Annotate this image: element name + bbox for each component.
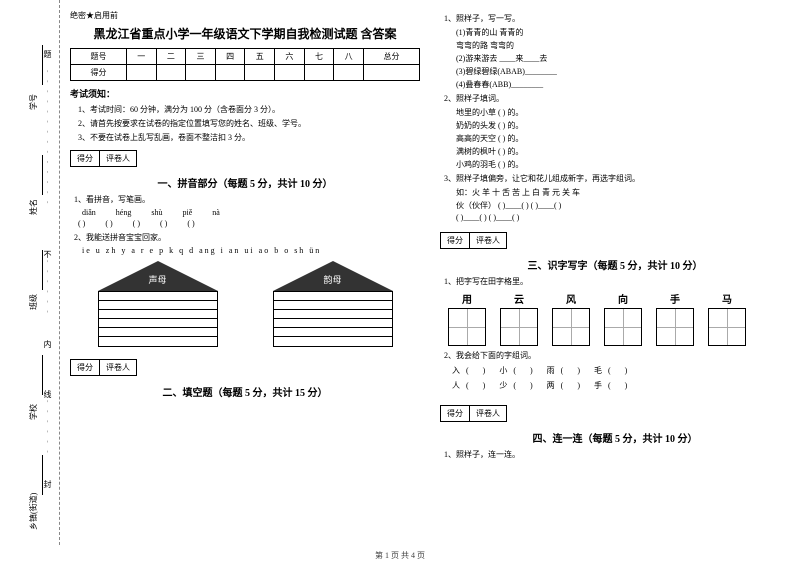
fill-line: 伙（伙伴） ( )____( ) ( )____( ): [456, 200, 790, 211]
question-3-2: 2、我会给下面的字组词。: [440, 350, 790, 361]
fill-item: 弯弯的路 弯弯的: [456, 40, 790, 51]
score-input-box-3: 得分 评卷人: [440, 232, 507, 249]
binding-field-school: 学校: [28, 404, 39, 420]
section-title-2: 二、填空题（每题 5 分，共计 15 分）: [70, 384, 420, 399]
binding-margin: 乡镇(街道) 学校 班级 姓名 学号 封 线 内 不 题 - - - - - -…: [0, 0, 60, 545]
score-input-box-2: 得分 评卷人: [70, 359, 137, 376]
left-column: 绝密★启用前 黑龙江省重点小学一年级语文下学期自我检测试题 含答案 题号 一 二…: [70, 10, 420, 463]
fill-item: 小鸡的羽毛 ( ) 的。: [456, 159, 790, 170]
combo-row-2: 人( ) 少( ) 两( ) 手( ): [452, 380, 790, 391]
score-table: 题号 一 二 三 四 五 六 七 八 总分 得分: [70, 48, 420, 81]
letter-row: ie u zh y a r e p k q d ang i an ui ao b…: [82, 246, 420, 255]
pinyin-row: diǎn héng shù piě nà: [82, 208, 420, 217]
house-container: 声母 韵母: [70, 261, 420, 347]
score-label: 得分: [71, 151, 100, 166]
tianzi-grid: [500, 308, 538, 346]
page-footer: 第 1 页 共 4 页: [0, 550, 800, 561]
content-area: 绝密★启用前 黑龙江省重点小学一年级语文下学期自我检测试题 含答案 题号 一 二…: [70, 10, 790, 463]
fill-example: 如：火 羊 十 舌 苦 上 白 青 元 关 车: [456, 187, 790, 198]
instruction-item: 1、考试时间：60 分钟，满分为 100 分（含卷面分 3 分）。: [70, 104, 420, 115]
fill-item: 奶奶的头发 ( ) 的。: [456, 120, 790, 131]
binding-field-class: 班级: [28, 294, 39, 310]
fill-item: (2)游来游去 ____来____去: [456, 53, 790, 64]
char-grid-row: 用 云 风 向 手 马: [448, 291, 790, 346]
score-input-box-4: 得分 评卷人: [440, 405, 507, 422]
char-block: 用: [448, 291, 486, 346]
binding-note: 题: [42, 50, 53, 58]
question-2-3: 3、照样子填偏旁，让它和花儿组成新字，再选字组词。: [440, 173, 790, 184]
grader-label: 评卷人: [100, 151, 136, 166]
score-value-row: 得分: [71, 65, 420, 81]
char-block: 马: [708, 291, 746, 346]
combo-row-1: 入( ) 小( ) 雨( ) 毛( ): [452, 365, 790, 376]
instructions-title: 考试须知：: [70, 87, 420, 100]
fill-item: 满树的枫叶 ( ) 的。: [456, 146, 790, 157]
question-1-1: 1、看拼音，写笔画。: [70, 194, 420, 205]
fill-line: ( )____( ) ( )____( ): [456, 213, 790, 222]
question-1-2: 2、我能送拼音宝宝回家。: [70, 232, 420, 243]
fill-item: (3)碧绿碧绿(ABAB)________: [456, 66, 790, 77]
char-block: 风: [552, 291, 590, 346]
instructions-list: 1、考试时间：60 分钟，满分为 100 分（含卷面分 3 分）。 2、请首先按…: [70, 104, 420, 143]
roof-label-1: 声母: [143, 273, 173, 286]
house-yunmu: 韵母: [273, 261, 393, 347]
binding-note: 线: [42, 390, 53, 398]
tianzi-grid: [552, 308, 590, 346]
score-input-box: 得分 评卷人: [70, 150, 137, 167]
tianzi-grid: [448, 308, 486, 346]
question-2-1: 1、照样子，写一写。: [440, 13, 790, 24]
score-header-row: 题号 一 二 三 四 五 六 七 八 总分: [71, 49, 420, 65]
section-title-1: 一、拼音部分（每题 5 分，共计 10 分）: [70, 175, 420, 190]
roof-label-2: 韵母: [318, 273, 348, 286]
instruction-item: 2、请首先按要求在试卷的指定位置填写您的姓名、班级、学号。: [70, 118, 420, 129]
char-block: 向: [604, 291, 642, 346]
question-2-2: 2、照样子填词。: [440, 93, 790, 104]
exam-title: 黑龙江省重点小学一年级语文下学期自我检测试题 含答案: [70, 25, 420, 42]
char-block: 手: [656, 291, 694, 346]
fill-item: (1)青青的山 青青的: [456, 27, 790, 38]
binding-field-name: 姓名: [28, 199, 39, 215]
fill-item: 地里的小草 ( ) 的。: [456, 107, 790, 118]
tianzi-grid: [604, 308, 642, 346]
question-3-1: 1、把字写在田字格里。: [440, 276, 790, 287]
instruction-item: 3、不要在试卷上乱写乱画，卷面不整洁扣 3 分。: [70, 132, 420, 143]
tianzi-grid: [656, 308, 694, 346]
binding-field-town: 乡镇(街道): [28, 493, 39, 530]
binding-note: 内: [42, 340, 53, 348]
tianzi-grid: [708, 308, 746, 346]
section-title-4: 四、连一连（每题 5 分，共计 10 分）: [440, 430, 790, 445]
binding-note: 不: [42, 250, 53, 258]
question-4-1: 1、照样子，连一连。: [440, 449, 790, 460]
binding-note: 封: [42, 480, 53, 488]
section-title-3: 三、识字写字（每题 5 分，共计 10 分）: [440, 257, 790, 272]
char-block: 云: [500, 291, 538, 346]
right-column: 1、照样子，写一写。 (1)青青的山 青青的 弯弯的路 弯弯的 (2)游来游去 …: [440, 10, 790, 463]
fill-item: (4)叠春春(ABB)________: [456, 79, 790, 90]
binding-field-id: 学号: [28, 94, 39, 110]
secret-label: 绝密★启用前: [70, 10, 420, 21]
house-shengmu: 声母: [98, 261, 218, 347]
answer-row: ( )( )( )( )( ): [78, 219, 420, 228]
fill-item: 高高的天空 ( ) 的。: [456, 133, 790, 144]
